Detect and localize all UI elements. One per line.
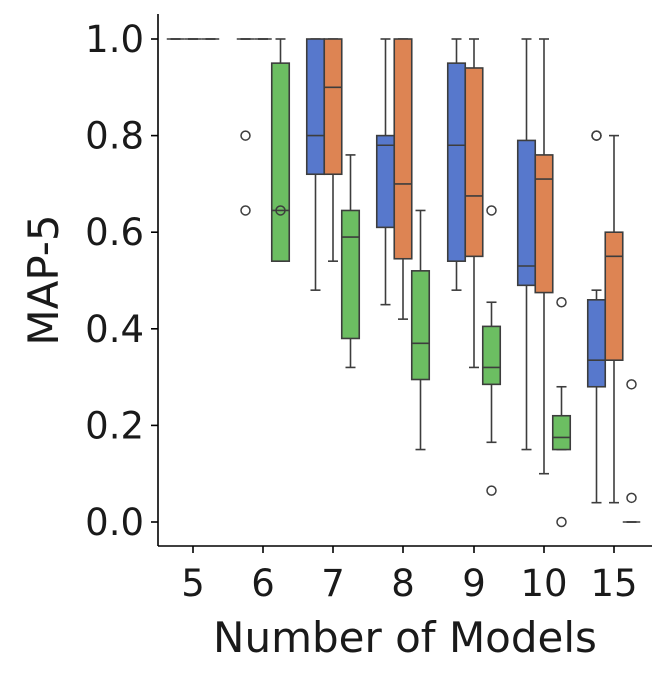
box-7-s3 — [340, 154, 361, 369]
x-tick-label: 8 — [391, 562, 415, 605]
box-body — [551, 414, 572, 451]
x-tick-label: 10 — [520, 562, 567, 605]
outlier-point — [556, 296, 567, 308]
y-axis-label: MAP-5 — [19, 214, 68, 345]
outlier-point — [486, 485, 497, 496]
x-tick-label: 15 — [590, 562, 637, 605]
x-tick-label: 5 — [181, 562, 205, 605]
y-tick-label: 0.6 — [85, 211, 144, 254]
plot-area — [166, 38, 641, 528]
box-body — [464, 67, 484, 258]
box-8-s3 — [410, 209, 431, 451]
box-body — [270, 62, 291, 262]
outlier-point — [275, 205, 286, 216]
box-body — [393, 38, 413, 260]
y-tick-label: 0.4 — [85, 308, 144, 351]
box-8-s2 — [393, 38, 413, 320]
box-7-s1 — [305, 38, 326, 291]
box-10-s1 — [516, 38, 537, 451]
x-tick-label: 9 — [462, 562, 486, 605]
box-body — [534, 154, 554, 294]
box-9-s3 — [481, 205, 502, 496]
box-15-s1 — [586, 130, 607, 504]
box-10-s3 — [551, 296, 572, 528]
box-body — [375, 134, 396, 229]
box-9-s1 — [446, 38, 467, 291]
x-tick-label: 6 — [251, 562, 275, 605]
outlier-point — [626, 379, 637, 390]
outlier-point — [240, 205, 251, 216]
y-tick-label: 0.0 — [85, 501, 144, 544]
y-tick-label: 1.0 — [85, 18, 144, 61]
box-6-s3 — [270, 38, 291, 262]
outlier-point — [626, 492, 637, 504]
box-15-s3 — [622, 379, 641, 523]
box-body — [604, 231, 624, 361]
box-7-s2 — [323, 38, 343, 262]
box-body — [446, 62, 467, 262]
x-axis-label: Number of Models — [213, 613, 597, 662]
outlier-point — [486, 205, 497, 216]
box-body — [305, 38, 326, 176]
y-tick-label: 0.2 — [85, 404, 144, 447]
box-body — [340, 209, 361, 340]
box-15-s2 — [604, 134, 624, 504]
box-body — [516, 139, 537, 287]
outlier-point — [240, 130, 251, 141]
axes — [151, 14, 652, 553]
tick-labels: 0.0 0.2 0.4 0.6 0.8 1.0 5 6 7 8 9 10 15 — [85, 18, 637, 605]
box-6-s1 — [236, 38, 255, 216]
box-body — [586, 299, 607, 388]
box-9-s2 — [464, 38, 484, 369]
box-body — [323, 38, 343, 176]
y-tick-label: 0.8 — [85, 115, 144, 158]
x-tick-label: 7 — [321, 562, 345, 605]
box-body — [410, 270, 431, 381]
outlier-point — [591, 130, 602, 141]
box-8-s1 — [375, 38, 396, 306]
box-body — [481, 325, 502, 386]
outlier-point — [556, 516, 567, 528]
box-10-s2 — [534, 38, 554, 475]
